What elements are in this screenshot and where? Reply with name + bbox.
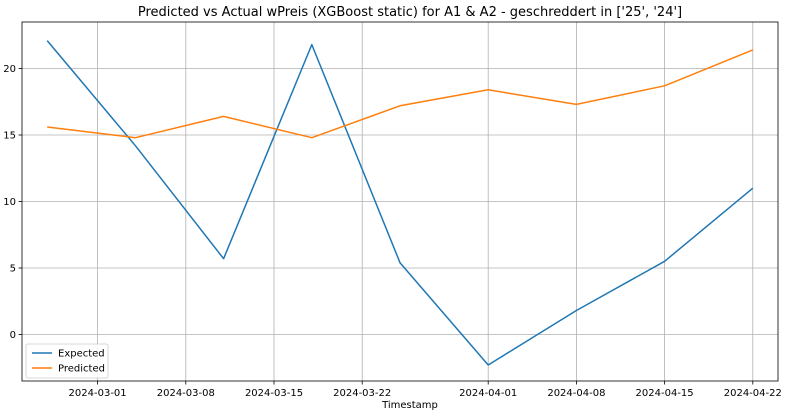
x-tick-label: 2024-04-22 — [724, 388, 782, 399]
series-line-expected — [46, 40, 754, 366]
axis-ticks: 2024-03-01 2024-03-08 2024-03-15 2024-03-22… — [3, 64, 782, 399]
x-tick-label: 2024-04-15 — [636, 388, 694, 399]
chart-title: Predicted vs Actual wPreis (XGBoost stat… — [138, 5, 682, 20]
y-tick-label: 15 — [3, 131, 16, 142]
x-axis-label: Timestamp — [381, 400, 438, 411]
y-tick-label: 5 — [10, 263, 16, 274]
x-tick-label: 2024-03-08 — [157, 388, 215, 399]
x-tick-label: 2024-04-08 — [547, 388, 605, 399]
y-tick-label: 0 — [10, 330, 16, 341]
series-lines — [46, 40, 754, 366]
y-tick-label: 20 — [3, 64, 16, 75]
legend-label-expected: Expected — [58, 349, 105, 360]
x-tick-label: 2024-04-01 — [459, 388, 517, 399]
series-line-predicted — [47, 49, 754, 139]
legend-label-predicted: Predicted — [58, 364, 105, 375]
grid — [22, 22, 778, 381]
x-tick-label: 2024-03-01 — [69, 388, 127, 399]
x-tick-label: 2024-03-15 — [245, 388, 303, 399]
y-tick-label: 10 — [3, 197, 16, 208]
legend: Expected Predicted — [25, 343, 109, 379]
x-tick-label: 2024-03-22 — [333, 388, 391, 399]
